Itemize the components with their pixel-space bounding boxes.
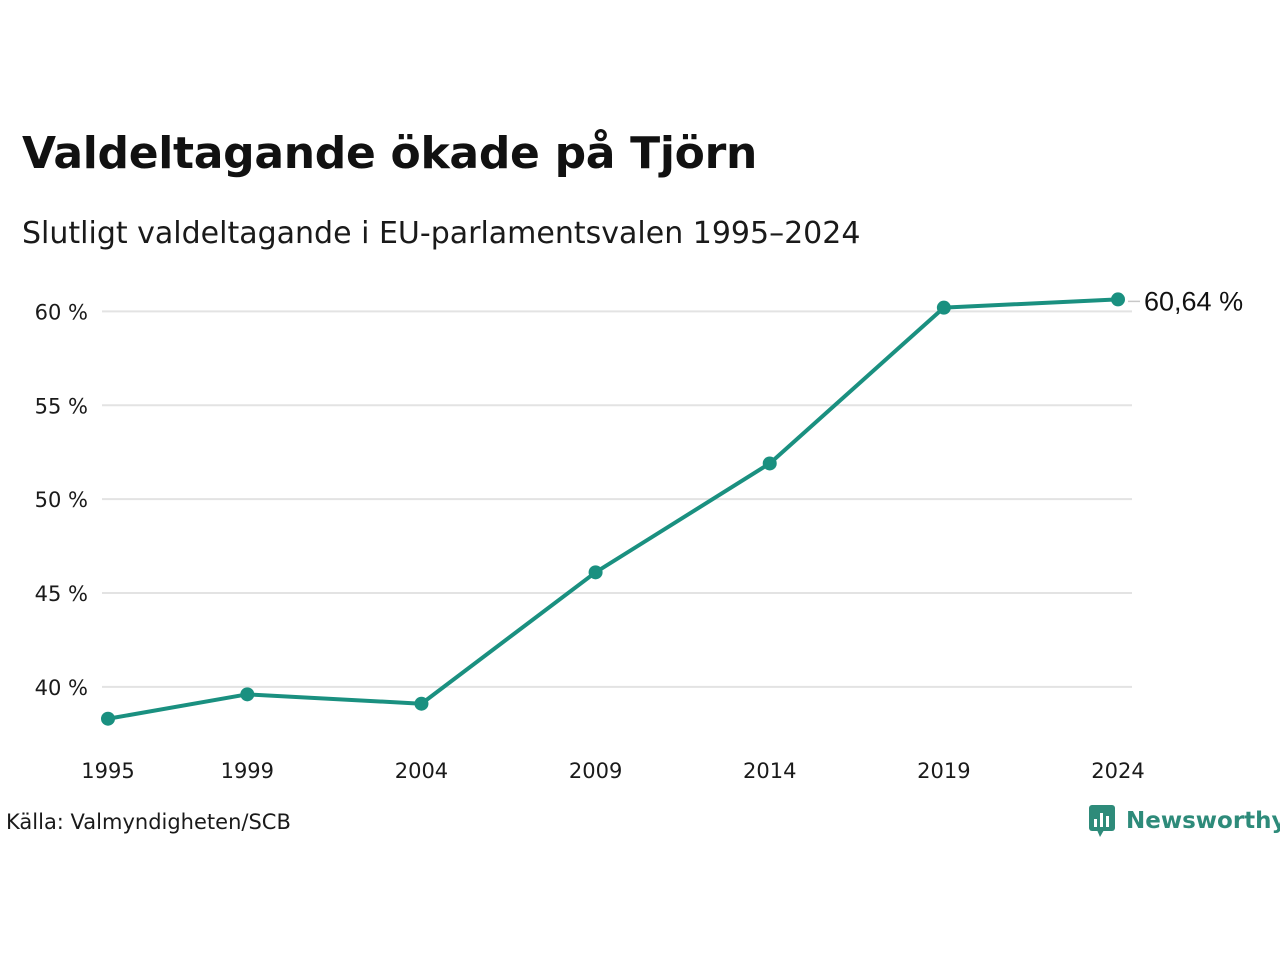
y-tick-label: 55 %	[35, 394, 88, 418]
y-tick-label: 40 %	[35, 676, 88, 700]
source-note: Källa: Valmyndigheten/SCB	[6, 810, 291, 834]
data-point	[240, 687, 255, 702]
data-point	[414, 696, 429, 711]
chart-title: Valdeltagande ökade på Tjörn	[22, 128, 758, 179]
y-tick-label: 60 %	[35, 300, 88, 324]
data-point	[936, 300, 951, 315]
x-tick-label: 2004	[395, 759, 448, 783]
series-line	[106, 297, 1120, 721]
chart-subtitle: Slutligt valdeltagande i EU-parlamentsva…	[22, 216, 861, 251]
x-tick-label: 1999	[221, 759, 274, 783]
data-point	[101, 711, 115, 726]
last-value-label: 60,64 %	[1144, 286, 1243, 316]
y-tick-label: 50 %	[35, 488, 88, 512]
data-point	[1111, 292, 1125, 307]
x-tick-label: 2009	[569, 759, 622, 783]
bar-chart-speech-bubble-icon	[1089, 805, 1115, 837]
x-tick-label: 1995	[81, 759, 134, 783]
x-tick-label: 2019	[917, 759, 970, 783]
brand-name: Newsworthy	[1126, 808, 1280, 834]
x-tick-label: 2024	[1091, 759, 1144, 783]
brand-logo: Newsworthy	[1088, 804, 1280, 838]
data-point	[762, 456, 777, 471]
y-tick-label: 45 %	[35, 582, 88, 606]
x-tick-label: 2014	[743, 759, 796, 783]
data-point	[588, 565, 603, 580]
